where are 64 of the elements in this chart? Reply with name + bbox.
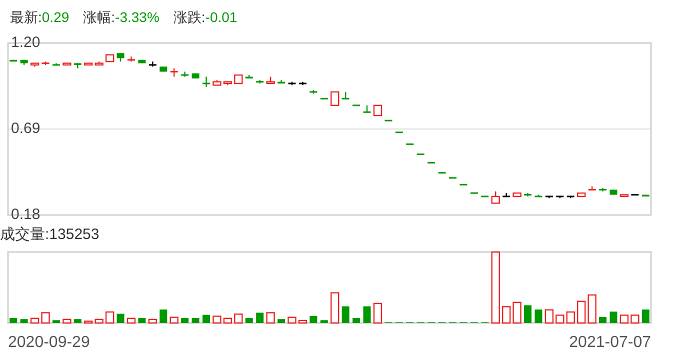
bar xyxy=(94,318,104,324)
bar xyxy=(245,318,253,323)
bar xyxy=(105,311,114,324)
bar xyxy=(202,314,210,323)
bar xyxy=(298,320,308,324)
bar xyxy=(62,318,72,324)
bar xyxy=(524,305,532,323)
bar xyxy=(256,312,264,323)
bar xyxy=(310,316,318,323)
bar xyxy=(330,292,340,324)
y-tick-label: 0.18 xyxy=(11,206,40,223)
bar xyxy=(234,314,243,324)
bar xyxy=(342,306,350,323)
bar xyxy=(512,302,522,324)
bar xyxy=(544,309,554,324)
bar xyxy=(148,318,158,324)
candlestick xyxy=(502,192,510,198)
bar xyxy=(556,314,564,324)
bar xyxy=(181,318,189,323)
bar xyxy=(52,320,60,323)
bar xyxy=(30,318,40,324)
bar xyxy=(599,316,607,323)
bar xyxy=(642,310,650,323)
bar xyxy=(576,300,586,324)
bar xyxy=(534,310,542,323)
text: 2021-07-07 xyxy=(569,334,652,351)
bar xyxy=(41,312,50,324)
y-tick-label: 0.69 xyxy=(11,120,40,137)
bar xyxy=(373,302,382,324)
bar xyxy=(84,320,93,324)
candlestick xyxy=(373,104,382,116)
candlestick xyxy=(330,91,340,106)
bar xyxy=(566,311,575,324)
bar xyxy=(320,320,328,323)
bar xyxy=(630,314,640,324)
candlestick xyxy=(202,76,210,88)
bar xyxy=(192,318,200,323)
bar xyxy=(502,306,511,324)
bar xyxy=(491,251,500,324)
bar xyxy=(223,318,232,324)
bar xyxy=(288,316,296,324)
bar xyxy=(588,294,596,324)
bar xyxy=(170,316,178,324)
bar xyxy=(116,314,124,323)
bar xyxy=(278,319,286,323)
text: 最新:0.29 xyxy=(10,9,70,25)
bar xyxy=(126,318,136,324)
bar xyxy=(266,312,275,324)
bar xyxy=(620,314,629,324)
bar xyxy=(10,318,18,323)
bar xyxy=(74,319,82,323)
y-tick-label: 1.20 xyxy=(11,34,40,51)
bar xyxy=(20,319,28,323)
chart-title: 成交量:135253 xyxy=(0,226,100,243)
bar xyxy=(363,306,371,323)
candlestick xyxy=(491,190,500,204)
text: 涨幅:-3.33% xyxy=(83,9,160,25)
bar xyxy=(160,310,168,323)
bar xyxy=(212,316,222,324)
text: 涨跌:-0.01 xyxy=(173,9,238,25)
bar xyxy=(352,318,360,323)
bar xyxy=(610,312,618,323)
text: 2020-09-29 xyxy=(8,334,90,351)
bar xyxy=(138,318,146,323)
